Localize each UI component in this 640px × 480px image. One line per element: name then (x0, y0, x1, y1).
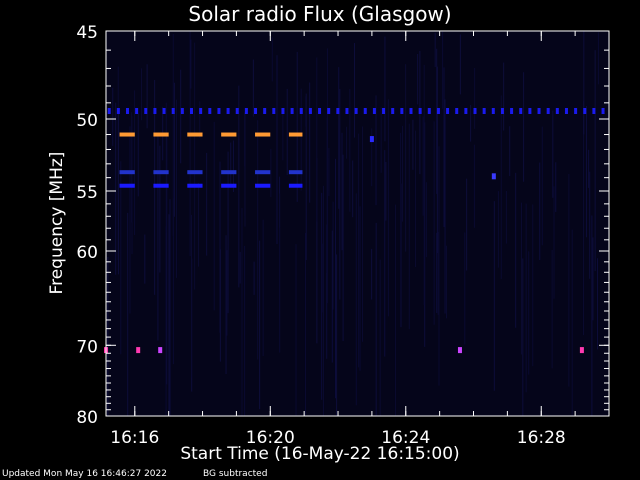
plot-area (106, 31, 609, 416)
y-tick-label: 80 (76, 408, 98, 428)
emission-dash (221, 170, 237, 175)
emission-dot (436, 108, 440, 114)
x-tick-label: 16:20 (246, 428, 295, 448)
emission-dot (418, 108, 422, 114)
emission-dot (583, 108, 587, 114)
emission-dot (391, 108, 395, 114)
y-tick-label: 50 (76, 111, 98, 131)
emission-dot (235, 108, 239, 114)
emission-dash (255, 183, 271, 188)
emission-dot (491, 108, 495, 114)
emission-spot (491, 173, 496, 180)
emission-dot (427, 108, 431, 114)
emission-dot (208, 108, 212, 114)
emission-dot (354, 108, 358, 114)
chart-title: Solar radio Flux (Glasgow) (188, 2, 452, 26)
emission-dot (199, 108, 203, 114)
emission-dot (382, 108, 386, 114)
emission-dash (255, 170, 271, 175)
emission-dash (153, 132, 169, 137)
emission-dot (144, 108, 148, 114)
y-tick-label: 70 (76, 337, 98, 357)
x-tick-label: 16:24 (381, 428, 430, 448)
emission-dash (221, 132, 237, 137)
emission-dot (263, 108, 267, 114)
emission-dash (221, 183, 237, 188)
emission-dot (446, 108, 450, 114)
emission-spot (158, 347, 163, 354)
emission-dot (546, 108, 550, 114)
emission-dot (226, 108, 230, 114)
x-axis-label: Start Time (16-May-22 16:15:00) (180, 444, 460, 464)
emission-dot (272, 108, 276, 114)
emission-dot (135, 108, 139, 114)
emission-dot (473, 108, 477, 114)
emission-dot (217, 108, 221, 114)
y-axis-label: Frequency [MHz] (47, 151, 67, 295)
emission-dot (327, 108, 331, 114)
emission-dot (455, 108, 459, 114)
emission-dash (153, 170, 169, 175)
emission-dot (180, 108, 184, 114)
emission-dot (409, 108, 413, 114)
emission-dash (119, 132, 135, 137)
emission-dash (255, 132, 271, 137)
emission-dot (537, 108, 541, 114)
emission-dot (528, 108, 532, 114)
emission-spot (579, 347, 584, 354)
emission-dot (125, 108, 129, 114)
emission-dot (510, 108, 514, 114)
emission-dot (308, 108, 312, 114)
emission-dash (187, 132, 203, 137)
emission-dot (244, 108, 248, 114)
emission-dot (281, 108, 285, 114)
emission-dot (464, 108, 468, 114)
emission-dot (318, 108, 322, 114)
emission-dot (555, 108, 559, 114)
emission-dot (345, 108, 349, 114)
emission-dot (299, 108, 303, 114)
emission-dot (482, 108, 486, 114)
bg-note: BG subtracted (203, 469, 268, 479)
emission-dot (162, 108, 166, 114)
emission-dot (116, 108, 120, 114)
emission-dot (564, 108, 568, 114)
emission-dash (288, 132, 303, 137)
y-tick-label: 60 (76, 243, 98, 263)
emission-dot (500, 108, 504, 114)
emission-spot (457, 347, 462, 354)
emission-dash (288, 183, 303, 188)
emission-dash (119, 170, 135, 175)
emission-dot (190, 108, 194, 114)
emission-dot (290, 108, 294, 114)
emission-dot (574, 108, 578, 114)
plot-frame (105, 30, 610, 417)
y-tick-label: 55 (76, 183, 98, 203)
y-tick-label: 45 (76, 23, 98, 43)
emission-dot (363, 108, 367, 114)
emission-dot (400, 108, 404, 114)
emission-dot (519, 108, 523, 114)
updated-timestamp: Updated Mon May 16 16:46:27 2022 (2, 469, 167, 479)
emission-dash (187, 170, 203, 175)
emission-dash (288, 170, 303, 175)
emission-spot (136, 347, 141, 354)
emission-dot (171, 108, 175, 114)
emission-dash (153, 183, 169, 188)
emission-dot (372, 108, 376, 114)
emission-dot (254, 108, 258, 114)
emission-spot (369, 136, 374, 143)
emission-dot (601, 108, 605, 114)
emission-dot (153, 108, 157, 114)
x-tick-label: 16:16 (110, 428, 159, 448)
emission-dot (592, 108, 596, 114)
emission-dot (336, 108, 340, 114)
emission-dash (119, 183, 135, 188)
emission-dash (187, 183, 203, 188)
emission-dot (107, 108, 111, 114)
x-tick-label: 16:28 (517, 428, 566, 448)
